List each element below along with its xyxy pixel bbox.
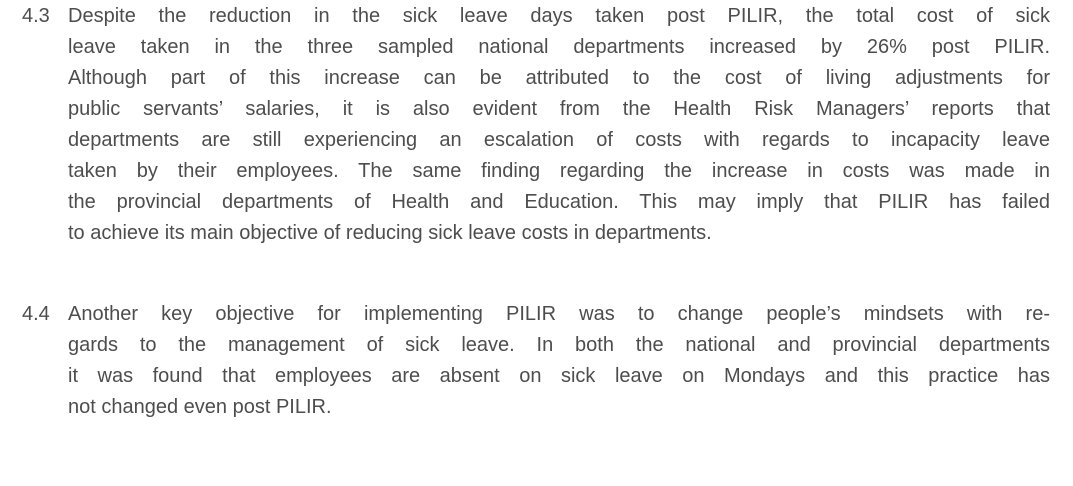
text-line: Although part of this increase can be at… — [68, 67, 1050, 89]
text-line: leave taken in the three sampled nationa… — [68, 36, 1050, 58]
text-line: Despite the reduction in the sick leave … — [68, 5, 1050, 27]
paragraph-number: 4.4 — [22, 303, 50, 325]
text-line: it was found that employees are absent o… — [68, 365, 1050, 387]
text-line: gards to the management of sick leave. I… — [68, 334, 1050, 356]
text-line: the provincial departments of Health and… — [68, 191, 1050, 213]
text-line: taken by their employees. The same findi… — [68, 160, 1050, 182]
text-line: to achieve its main objective of reducin… — [68, 222, 712, 244]
text-line: public servants’ salaries, it is also ev… — [68, 98, 1050, 120]
paragraph-text: Another key objective for implementing P… — [68, 299, 1050, 423]
paragraph-text: Despite the reduction in the sick leave … — [68, 1, 1050, 249]
paragraph-number: 4.3 — [22, 5, 50, 27]
text-line: not changed even post PILIR. — [68, 396, 332, 418]
text-line: Another key objective for implementing P… — [68, 303, 1050, 325]
text-line: departments are still experiencing an es… — [68, 129, 1050, 151]
